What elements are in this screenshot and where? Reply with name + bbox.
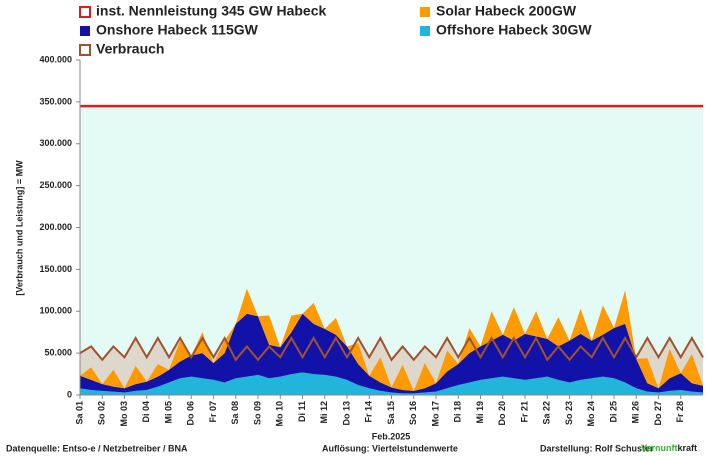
y-tick-label: 350.000 — [39, 96, 72, 106]
x-tick-label: So 23 — [564, 401, 574, 425]
x-tick-label: Sa 22 — [542, 401, 552, 425]
x-tick-label: Mo 10 — [275, 401, 285, 427]
x-tick-label: Mi 05 — [163, 401, 173, 424]
legend-label: inst. Nennleistung 345 GW Habeck — [96, 3, 326, 19]
stacked-area — [80, 288, 703, 391]
footer-author: Darstellung: Rolf Schuster — [540, 443, 654, 453]
y-tick-label: 100.000 — [39, 306, 72, 316]
x-tick-label: Do 13 — [341, 401, 351, 426]
x-tick-label: Fr 28 — [675, 401, 685, 423]
footer-source: Datenquelle: Entso-e / Netzbetreiber / B… — [6, 443, 188, 453]
legend-swatch — [420, 7, 430, 17]
x-tick-label: Do 27 — [653, 401, 663, 426]
legend-swatch — [420, 26, 430, 36]
x-tick-label: Sa 15 — [386, 401, 396, 425]
x-tick-label: Di 25 — [608, 401, 618, 423]
legend-swatch — [79, 44, 91, 56]
x-tick-label: So 02 — [97, 401, 107, 425]
legend-swatch — [80, 26, 90, 36]
x-tick-label: So 09 — [252, 401, 262, 425]
x-tick-label: Mi 12 — [319, 401, 329, 424]
x-tick-label: Di 18 — [453, 401, 463, 423]
footer-brand: Vernunftkraft — [641, 443, 697, 453]
x-tick-label: Mi 26 — [631, 401, 641, 424]
y-tick-label: 150.000 — [39, 264, 72, 274]
x-tick-label: Di 04 — [141, 401, 151, 423]
x-tick-label: Sa 01 — [74, 401, 84, 425]
y-tick-label: 400.000 — [39, 54, 72, 64]
x-tick-label: Di 11 — [297, 401, 307, 422]
y-tick-label: 250.000 — [39, 180, 72, 190]
consumption-line — [79, 335, 704, 362]
x-tick-label: Mo 17 — [430, 401, 440, 427]
legend-label: Solar Habeck 200GW — [436, 3, 577, 19]
y-tick-label: 300.000 — [39, 138, 72, 148]
y-tick-label: 0 — [67, 389, 72, 399]
stacked-area — [80, 372, 703, 395]
x-tick-label: Sa 08 — [230, 401, 240, 425]
legend-swatch — [79, 6, 91, 18]
x-tick-label: Fr 21 — [519, 401, 529, 423]
x-tick-label: Mo 24 — [586, 401, 596, 427]
y-tick-label: 50.000 — [44, 348, 72, 358]
brand-b: kraft — [678, 443, 698, 453]
footer-resolution: Auflösung: Viertelstundenwerte — [322, 443, 458, 453]
brand-a: Vernunft — [641, 443, 678, 453]
x-tick-label: Fr 14 — [364, 401, 374, 423]
stacked-area — [80, 313, 703, 394]
y-axis-label: [Verbrauch und Leistung] = MW — [14, 160, 24, 296]
legend-label: Onshore Habeck 115GW — [96, 22, 259, 38]
x-tick-label: So 16 — [408, 401, 418, 425]
legend-label: Verbrauch — [96, 41, 164, 57]
legend-label: Offshore Habeck 30GW — [436, 22, 592, 38]
x-tick-label: Mo 03 — [119, 401, 129, 427]
x-tick-label: Mi 19 — [475, 401, 485, 424]
x-tick-label: Do 06 — [186, 401, 196, 426]
x-tick-label: Fr 07 — [208, 401, 218, 423]
y-tick-label: 200.000 — [39, 222, 72, 232]
x-axis-label: Feb.2025 — [372, 431, 411, 441]
x-tick-label: Do 20 — [497, 401, 507, 426]
